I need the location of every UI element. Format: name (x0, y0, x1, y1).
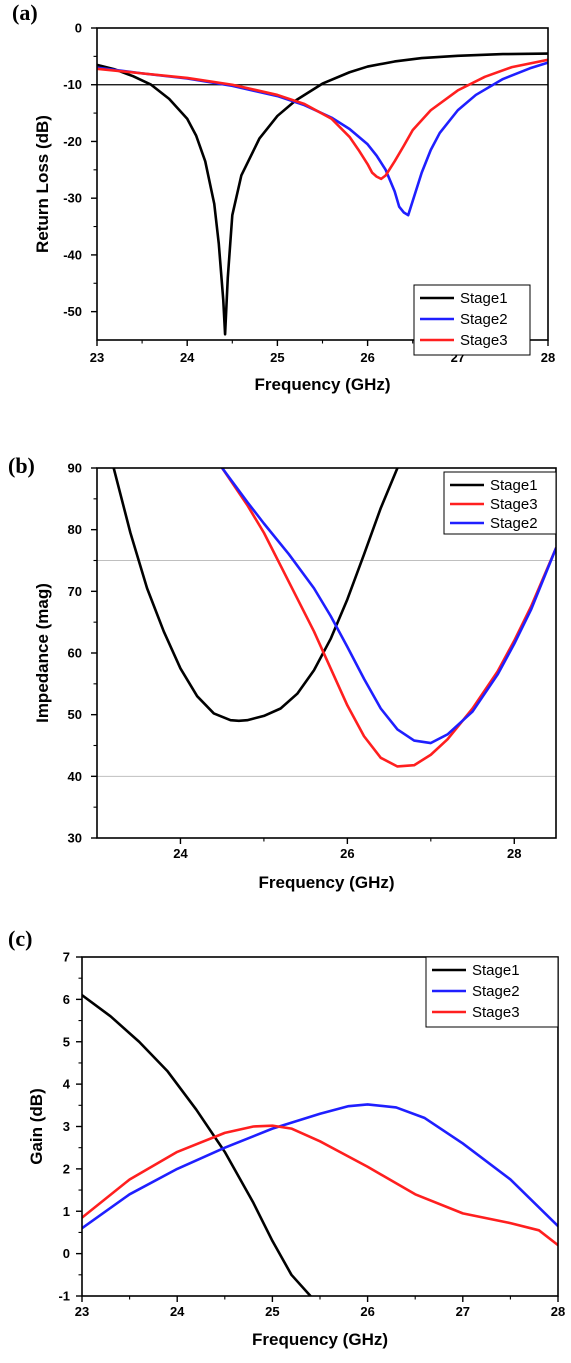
x-tick-label: 24 (180, 350, 195, 365)
x-tick-label: 24 (170, 1304, 185, 1319)
y-tick-label: 4 (63, 1077, 71, 1092)
panel-label: (c) (8, 926, 32, 951)
y-tick-label: 3 (63, 1119, 70, 1134)
y-tick-label: 30 (68, 831, 82, 846)
legend-label: Stage3 (472, 1004, 520, 1021)
series-line-stage2 (82, 1103, 558, 1230)
series-line-stage1 (97, 52, 548, 336)
y-tick-label: 7 (63, 950, 70, 965)
x-axis-title: Frequency (GHz) (252, 1330, 388, 1349)
x-tick-label: 24 (173, 846, 188, 861)
legend: Stage1 Stage2 Stage3 (413, 284, 531, 356)
y-tick-label: -10 (63, 77, 82, 92)
series-line-stage1 (112, 468, 399, 723)
chart-panel-a: (a)23 24 25 26 27 280-10-20-30-40-50Frequency… (12, 0, 555, 394)
legend-label: Stage1 (490, 477, 538, 494)
legend: Stage1 Stage3 Stage2 (443, 471, 557, 535)
series-line-stage2 (220, 468, 556, 745)
series-line-stage2 (97, 61, 548, 217)
panel-label: (b) (8, 453, 35, 478)
legend-label: Stage3 (490, 496, 538, 513)
x-tick-label: 28 (541, 350, 555, 365)
x-tick-label: 26 (340, 846, 354, 861)
y-axis-title: Return Loss (dB) (33, 115, 52, 253)
y-tick-label: 0 (75, 21, 82, 36)
series-line-stage1 (82, 993, 312, 1296)
y-tick-label: 90 (68, 461, 82, 476)
y-axis-title: Impedance (mag) (33, 583, 52, 723)
y-axis-title: Gain (dB) (27, 1088, 46, 1165)
y-tick-label: -20 (63, 134, 82, 149)
series-line-stage3 (220, 468, 556, 768)
x-tick-label: 27 (456, 1304, 470, 1319)
y-tick-label: -40 (63, 247, 82, 262)
y-tick-label: -30 (63, 191, 82, 206)
x-tick-label: 25 (270, 350, 284, 365)
x-tick-label: 28 (507, 846, 521, 861)
legend-label: Stage2 (472, 983, 520, 1000)
legend-label: Stage2 (490, 515, 538, 532)
legend-label: Stage1 (460, 290, 508, 307)
x-tick-label: 26 (360, 1304, 374, 1319)
y-tick-label: -50 (63, 304, 82, 319)
x-tick-label: 23 (75, 1304, 89, 1319)
y-tick-label: 70 (68, 584, 82, 599)
legend: Stage1 Stage2 Stage3 (425, 956, 559, 1028)
y-tick-label: -1 (58, 1289, 70, 1304)
x-axis-title: Frequency (GHz) (254, 375, 390, 394)
x-tick-label: 26 (360, 350, 374, 365)
chart-panel-b: (b) 24 26 28 30 40 50 60 70 80 90 Frequency (GHz) Im… (8, 453, 557, 892)
y-tick-label: 0 (63, 1246, 70, 1261)
y-tick-label: 40 (68, 769, 82, 784)
legend-label: Stage2 (460, 311, 508, 328)
series-line-stage3 (97, 58, 548, 181)
y-tick-label: 6 (63, 992, 70, 1007)
x-tick-label: 23 (90, 350, 104, 365)
y-tick-label: 50 (68, 707, 82, 722)
x-tick-label: 25 (265, 1304, 279, 1319)
y-tick-label: 80 (68, 522, 82, 537)
y-tick-label: 60 (68, 646, 82, 661)
legend-label: Stage1 (472, 962, 520, 979)
x-axis-title: Frequency (GHz) (258, 873, 394, 892)
y-tick-label: 2 (63, 1161, 70, 1176)
x-tick-label: 28 (551, 1304, 565, 1319)
series-line-stage3 (82, 1124, 558, 1247)
panel-label: (a) (12, 0, 38, 25)
y-tick-label: 5 (63, 1034, 70, 1049)
legend-label: Stage3 (460, 332, 508, 349)
y-tick-label: 1 (63, 1204, 70, 1219)
